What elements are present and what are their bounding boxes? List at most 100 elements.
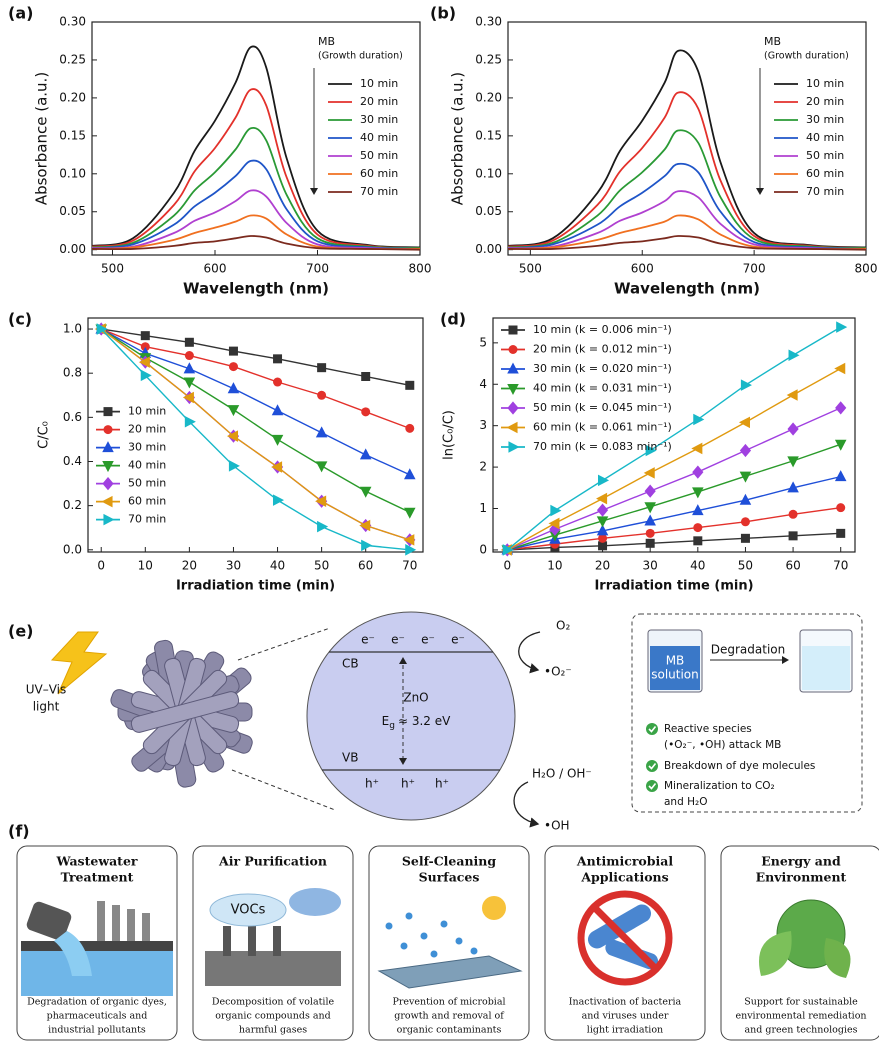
x-tick-label: 0: [97, 559, 105, 573]
marker: [141, 331, 150, 340]
chimney: [273, 926, 281, 956]
marker: [273, 378, 282, 387]
legend-label: 60 min (k = 0.061 min⁻¹): [533, 421, 672, 434]
bullet-list: Reactive species(•O₂⁻, •OH) attack MBBre…: [646, 723, 815, 808]
check-icon: [646, 780, 658, 792]
card-title: Energy and: [761, 854, 841, 869]
marker: [646, 529, 655, 538]
marker: [317, 427, 327, 436]
y-tick-label: 2: [479, 460, 487, 474]
factory: [142, 913, 150, 941]
legend-label: 50 min: [806, 149, 844, 162]
y-tick-label: 0.15: [59, 128, 86, 142]
card-title: Antimicrobial: [576, 854, 673, 869]
droplet: [431, 951, 438, 958]
legend-label: 40 min: [360, 131, 398, 144]
x-tick-label: 50: [738, 559, 753, 573]
legend-marker: [508, 423, 517, 433]
card-title: Environment: [756, 870, 847, 885]
beaker-label: MB: [666, 654, 685, 668]
electron: e⁻: [421, 633, 435, 647]
legend-label: 30 min: [128, 441, 166, 454]
light-label: UV–Vis: [26, 683, 67, 697]
card-description: and green technologies: [745, 1025, 858, 1036]
x-axis-label: Irradiation time (min): [176, 579, 335, 594]
hole: h⁺: [401, 777, 415, 791]
card-title: Applications: [580, 870, 668, 885]
card-description: Inactivation of bacteria: [569, 997, 682, 1008]
legend-label: 50 min (k = 0.045 min⁻¹): [533, 401, 672, 414]
x-tick-label: 0: [503, 559, 511, 573]
marker: [645, 485, 655, 497]
product: •OH: [544, 819, 570, 833]
marker: [361, 487, 371, 496]
marker: [740, 417, 749, 427]
factory: [97, 901, 105, 941]
reactant: H₂O / OH⁻: [532, 767, 592, 781]
marker: [405, 469, 415, 478]
material-label: ZnO: [403, 691, 428, 705]
droplet: [471, 948, 478, 955]
legend-title: MB: [764, 35, 781, 48]
legend-label: 60 min: [806, 167, 844, 180]
marker: [789, 510, 798, 519]
solution-fill: [802, 646, 850, 690]
x-axis-label: Wavelength (nm): [614, 280, 760, 298]
marker: [693, 523, 702, 532]
light-label: light: [33, 700, 60, 714]
reactant: O₂: [556, 619, 570, 633]
marker: [741, 380, 750, 390]
vb-label: VB: [342, 751, 358, 765]
marker: [789, 350, 798, 360]
y-tick-label: 0.15: [475, 128, 502, 142]
hole: h⁺: [365, 777, 379, 791]
x-tick-label: 70: [833, 559, 848, 573]
marker: [551, 506, 560, 516]
electron: e⁻: [391, 633, 405, 647]
marker: [273, 405, 283, 414]
y-tick-label: 0.8: [63, 366, 82, 380]
x-tick-label: 10: [547, 559, 562, 573]
sun: [482, 896, 506, 920]
marker: [361, 407, 370, 416]
droplet: [386, 923, 393, 930]
check-icon: [646, 723, 658, 735]
y-axis-label: Absorbance (a.u.): [33, 72, 51, 205]
x-tick-label: 70: [402, 559, 417, 573]
legend-label: 10 min (k = 0.006 min⁻¹): [533, 323, 672, 336]
x-tick-label: 700: [743, 262, 766, 276]
series-line: [92, 190, 420, 249]
marker: [229, 347, 238, 356]
legend-label: 30 min: [360, 113, 398, 126]
legend-marker: [103, 478, 113, 490]
y-tick-label: 0.20: [59, 90, 86, 104]
marker: [361, 449, 371, 458]
card-description: Decomposition of volatile: [212, 997, 335, 1008]
legend-marker: [104, 515, 113, 525]
y-tick-label: 0: [479, 542, 487, 556]
y-tick-label: 0.05: [59, 204, 86, 218]
chimney: [248, 926, 256, 956]
marker: [362, 540, 371, 550]
band-gap-sub: g: [389, 721, 395, 731]
cb-label: CB: [342, 657, 359, 671]
y-tick-label: 0.20: [475, 90, 502, 104]
marker: [741, 517, 750, 526]
marker: [598, 504, 608, 516]
x-tick-label: 500: [101, 262, 124, 276]
y-tick-label: 0.05: [475, 204, 502, 218]
beaker-label: solution: [651, 668, 699, 682]
legend-label: 70 min: [128, 513, 166, 526]
marker: [405, 508, 415, 517]
marker: [835, 364, 844, 374]
marker: [317, 462, 327, 471]
card-title: Self-Cleaning: [402, 854, 497, 869]
x-tick-label: 600: [204, 262, 227, 276]
x-tick-label: 20: [595, 559, 610, 573]
marker: [836, 471, 846, 480]
y-tick-label: 1.0: [63, 322, 82, 336]
legend-label: 20 min: [128, 423, 166, 436]
bullet-text: Reactive species: [664, 723, 752, 735]
y-tick-label: 5: [479, 335, 487, 349]
marker: [693, 536, 702, 545]
